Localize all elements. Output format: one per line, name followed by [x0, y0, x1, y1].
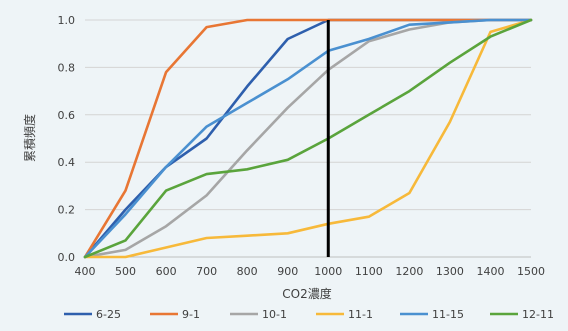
series-line-12-11 — [85, 20, 531, 257]
y-tick-label: 0.6 — [58, 109, 76, 122]
y-tick-label: 0.8 — [58, 61, 76, 74]
y-tick-label: 0.4 — [58, 156, 76, 169]
x-tick-label: 400 — [75, 265, 96, 278]
x-tick-label: 1000 — [314, 265, 342, 278]
x-tick-label: 1500 — [517, 265, 545, 278]
legend-label-11-1: 11-1 — [348, 308, 373, 321]
tick-label-layer: 0.0 0.2 0.4 0.6 0.8 1.0 400 500 600 700 800 900 1000… — [58, 14, 546, 278]
y-axis-title: 累積頻度 — [22, 114, 37, 162]
x-axis-title: CO2濃度 — [282, 286, 331, 301]
x-tick-label: 1100 — [355, 265, 383, 278]
x-tick-label: 800 — [237, 265, 258, 278]
legend-label-12-11: 12-11 — [522, 308, 554, 321]
x-tick-label: 600 — [156, 265, 177, 278]
x-tick-label: 1300 — [436, 265, 464, 278]
legend-label-11-15: 11-15 — [432, 308, 464, 321]
y-tick-label: 1.0 — [58, 14, 76, 27]
x-tick-label: 1200 — [395, 265, 423, 278]
x-tick-label: 900 — [277, 265, 298, 278]
legend-label-6-25: 6-25 — [96, 308, 121, 321]
legend-label-9-1: 9-1 — [182, 308, 200, 321]
series-line-11-1 — [85, 20, 531, 257]
x-tick-label: 1400 — [476, 265, 504, 278]
x-tick-label: 500 — [115, 265, 136, 278]
series-line-10-1 — [85, 20, 531, 257]
y-tick-label: 0.2 — [58, 204, 76, 217]
series-line-9-1 — [85, 20, 531, 257]
series-line-11-15 — [85, 20, 531, 257]
legend-label-10-1: 10-1 — [262, 308, 287, 321]
series-layer — [85, 20, 531, 257]
series-line-6-25 — [85, 20, 531, 257]
x-tick-label: 700 — [196, 265, 217, 278]
legend: 6-25 9-1 10-1 11-1 11-15 12-11 — [64, 308, 554, 321]
y-tick-label: 0.0 — [58, 251, 76, 264]
